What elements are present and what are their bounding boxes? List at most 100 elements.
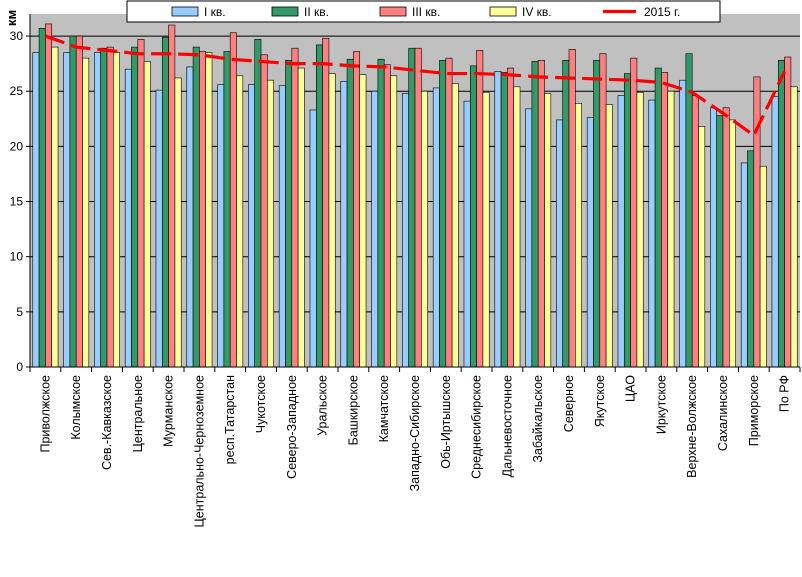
x-tick-label: Дальневосточное bbox=[500, 375, 514, 477]
x-tick-label: Центральное bbox=[131, 375, 145, 452]
bar bbox=[777, 60, 785, 368]
bar bbox=[593, 60, 601, 368]
bar bbox=[784, 56, 792, 368]
bar bbox=[605, 104, 613, 368]
bar bbox=[432, 87, 440, 368]
bar bbox=[51, 46, 59, 368]
y-tick-label: 10 bbox=[10, 250, 24, 264]
bar bbox=[648, 99, 656, 368]
bar bbox=[32, 52, 40, 368]
bar bbox=[217, 84, 225, 368]
x-tick-label: Иркутское bbox=[654, 375, 668, 434]
bar bbox=[106, 46, 114, 368]
bar bbox=[113, 52, 120, 368]
bar bbox=[747, 150, 755, 368]
bar bbox=[525, 108, 533, 368]
bar bbox=[544, 93, 552, 368]
bar bbox=[168, 24, 176, 368]
bar bbox=[124, 68, 132, 368]
bar bbox=[297, 67, 305, 368]
bar bbox=[759, 165, 767, 368]
bar bbox=[679, 79, 687, 368]
bar bbox=[771, 96, 779, 368]
bar bbox=[75, 35, 83, 368]
y-tick-label: 30 bbox=[10, 29, 24, 43]
bar bbox=[691, 95, 699, 368]
bar bbox=[469, 65, 477, 368]
bar bbox=[439, 60, 447, 368]
y-tick-label: 5 bbox=[16, 305, 23, 319]
bar bbox=[309, 109, 317, 368]
bar bbox=[414, 47, 422, 368]
bar bbox=[248, 84, 255, 368]
bar bbox=[63, 52, 71, 368]
x-tick-label: По РФ bbox=[778, 375, 792, 412]
x-tick-label: Северо-Западное bbox=[285, 375, 299, 479]
bar bbox=[254, 39, 262, 368]
y-tick-label: 20 bbox=[10, 139, 24, 153]
line-2015 bbox=[44, 34, 787, 138]
bar bbox=[556, 119, 563, 368]
x-tick-label: Колымское bbox=[69, 375, 83, 440]
x-tick-label: Приморское bbox=[747, 375, 761, 446]
legend-label: II кв. bbox=[304, 5, 329, 19]
legend: I кв. II кв. III кв. IV кв. 2015 г. bbox=[126, 0, 721, 23]
bar bbox=[408, 47, 416, 368]
legend-swatch bbox=[271, 6, 299, 17]
bar bbox=[698, 126, 706, 368]
legend-swatch bbox=[379, 6, 407, 17]
bar bbox=[137, 39, 145, 368]
bar bbox=[223, 51, 231, 368]
bar bbox=[377, 58, 385, 368]
x-tick-label: Башкирское bbox=[346, 375, 360, 445]
bar bbox=[421, 90, 428, 368]
bar bbox=[371, 90, 379, 368]
bar bbox=[322, 37, 330, 368]
bar bbox=[513, 86, 521, 368]
bar bbox=[729, 119, 736, 368]
bar bbox=[186, 66, 194, 368]
bar bbox=[291, 47, 299, 368]
bar bbox=[131, 46, 139, 368]
bar bbox=[482, 92, 490, 368]
x-tick-label: Верхне-Волжское bbox=[685, 375, 699, 478]
axes: 0 5 10 15 20 25 30 Приволжское Колымское Сев.-Кав… bbox=[10, 14, 801, 527]
bar bbox=[359, 74, 367, 368]
x-tick-label: Обь-Иртышское bbox=[439, 375, 453, 469]
line-series bbox=[44, 34, 787, 138]
bar bbox=[630, 57, 638, 368]
bar bbox=[531, 61, 539, 368]
bar bbox=[199, 51, 207, 368]
bar bbox=[69, 35, 77, 368]
bar bbox=[537, 60, 545, 368]
bar bbox=[267, 79, 274, 368]
bar bbox=[562, 60, 570, 368]
x-tick-label: Западно-Сибирское bbox=[408, 375, 422, 491]
bar bbox=[340, 80, 348, 368]
legend-label: IV кв. bbox=[522, 5, 552, 19]
x-tick-label: Якутское bbox=[593, 375, 607, 427]
bar bbox=[229, 32, 237, 368]
bar bbox=[285, 60, 293, 368]
bar bbox=[575, 103, 582, 368]
bar bbox=[328, 73, 336, 368]
bar bbox=[278, 85, 286, 368]
bar bbox=[174, 77, 182, 368]
bar bbox=[161, 36, 169, 368]
bar bbox=[500, 72, 508, 368]
legend-swatch bbox=[489, 6, 517, 17]
x-tick-label: Забайкальское bbox=[531, 375, 545, 463]
bar bbox=[38, 28, 46, 368]
y-tick-label: 15 bbox=[10, 195, 24, 209]
bar bbox=[390, 75, 398, 368]
bar bbox=[740, 162, 748, 368]
bar bbox=[685, 53, 693, 368]
x-tick-label: Северное bbox=[562, 375, 576, 432]
x-tick-label: Среднесибирское bbox=[470, 375, 484, 479]
bar bbox=[507, 67, 515, 368]
bar bbox=[383, 64, 391, 368]
bar bbox=[45, 23, 53, 368]
bar bbox=[100, 47, 108, 368]
bar bbox=[494, 71, 502, 368]
